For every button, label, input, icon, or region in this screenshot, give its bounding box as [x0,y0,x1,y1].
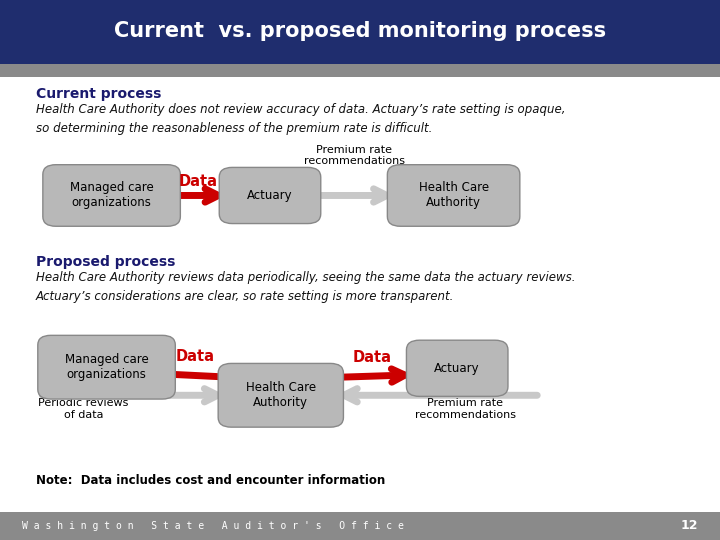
Text: Actuary: Actuary [434,362,480,375]
FancyBboxPatch shape [0,0,720,64]
Text: Periodic reviews
of data: Periodic reviews of data [38,398,129,420]
Text: Current process: Current process [36,87,161,102]
FancyBboxPatch shape [43,165,181,226]
Text: Note:  Data includes cost and encounter information: Note: Data includes cost and encounter i… [36,474,385,487]
Text: Managed care
organizations: Managed care organizations [70,181,153,210]
Text: Data: Data [179,174,218,189]
FancyBboxPatch shape [218,363,343,427]
FancyBboxPatch shape [220,167,321,224]
Text: Data: Data [176,349,215,364]
Text: W a s h i n g t o n   S t a t e   A u d i t o r ' s   O f f i c e: W a s h i n g t o n S t a t e A u d i t … [22,521,403,531]
FancyBboxPatch shape [0,512,720,540]
FancyBboxPatch shape [406,340,508,396]
FancyBboxPatch shape [387,165,520,226]
Text: Managed care
organizations: Managed care organizations [65,353,148,381]
Text: Health Care Authority reviews data periodically, seeing the same data the actuar: Health Care Authority reviews data perio… [36,271,575,303]
Text: Health Care
Authority: Health Care Authority [418,181,489,210]
FancyBboxPatch shape [0,64,720,77]
Text: Health Care
Authority: Health Care Authority [246,381,316,409]
FancyBboxPatch shape [37,335,176,399]
Text: Health Care Authority does not review accuracy of data. Actuary’s rate setting i: Health Care Authority does not review ac… [36,103,565,134]
Text: Premium rate
recommendations: Premium rate recommendations [415,398,516,420]
Text: Current  vs. proposed monitoring process: Current vs. proposed monitoring process [114,21,606,42]
Text: 12: 12 [681,519,698,532]
Text: Proposed process: Proposed process [36,255,176,269]
Text: Actuary: Actuary [247,189,293,202]
Text: Data: Data [353,349,392,364]
Text: Premium rate
recommendations: Premium rate recommendations [304,145,405,166]
